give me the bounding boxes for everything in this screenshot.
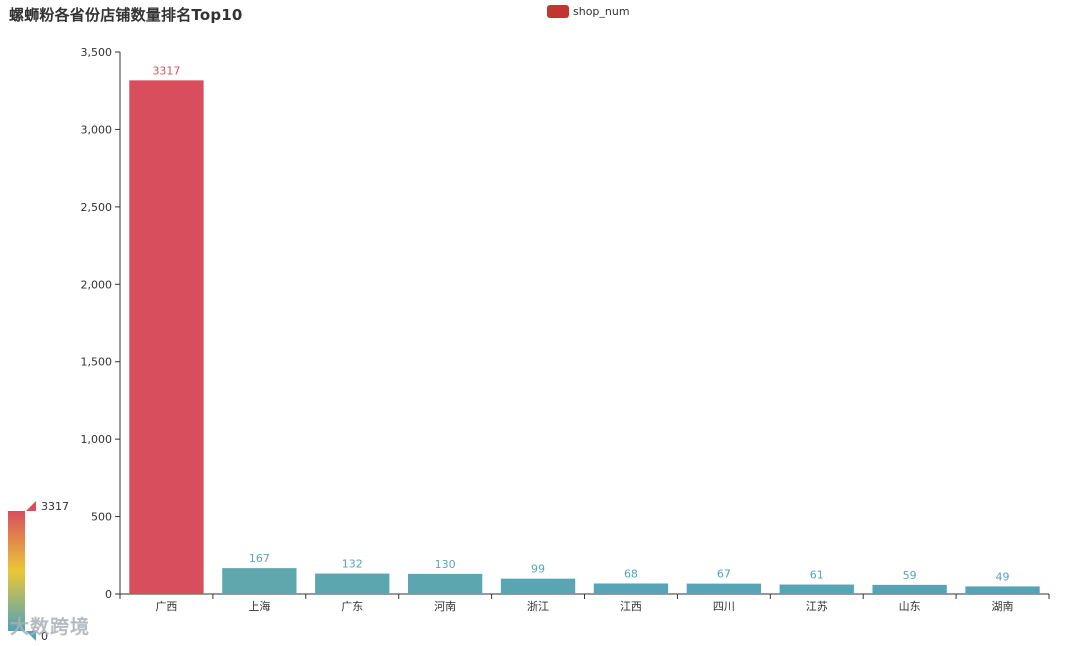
x-tick-label: 河南 bbox=[434, 600, 456, 613]
data-label: 132 bbox=[342, 558, 363, 571]
data-label: 49 bbox=[996, 570, 1010, 583]
data-label: 99 bbox=[531, 563, 545, 576]
bar[interactable] bbox=[129, 80, 204, 594]
bar[interactable] bbox=[872, 584, 947, 594]
x-tick-label: 江苏 bbox=[806, 600, 828, 613]
y-tick-label: 1,500 bbox=[81, 356, 113, 369]
x-tick-label: 山东 bbox=[899, 600, 921, 613]
bar[interactable] bbox=[686, 583, 762, 594]
watermark: 大数跨境 bbox=[10, 616, 91, 638]
visual-map-min-handle[interactable] bbox=[26, 631, 36, 641]
visual-map-max-label: 3317 bbox=[41, 500, 69, 513]
bar[interactable] bbox=[315, 573, 390, 594]
data-label: 167 bbox=[249, 552, 270, 565]
x-tick-label: 广东 bbox=[341, 600, 363, 613]
bar[interactable] bbox=[593, 583, 669, 594]
bars bbox=[129, 80, 1040, 594]
legend[interactable]: shop_num bbox=[547, 5, 630, 18]
y-tick-label: 2,000 bbox=[81, 278, 113, 291]
data-label: 3317 bbox=[152, 64, 180, 77]
x-tick-label: 四川 bbox=[713, 600, 735, 613]
axes: 0 500 1,000 1,500 2,000 2,500 3,000 3,500 广西 上海 广东… bbox=[81, 46, 1050, 613]
bar[interactable] bbox=[965, 586, 1040, 594]
visual-map-max-handle[interactable] bbox=[26, 501, 36, 511]
y-tick-label: 0 bbox=[105, 588, 112, 601]
legend-label: shop_num bbox=[573, 5, 630, 18]
visual-map-min-label: 0 bbox=[41, 630, 48, 643]
x-tick-label: 广西 bbox=[155, 600, 177, 613]
x-tick-label: 江西 bbox=[620, 600, 642, 613]
data-label: 61 bbox=[810, 569, 824, 582]
y-tick-label: 3,500 bbox=[81, 46, 113, 59]
y-tick-label: 3,000 bbox=[81, 123, 113, 136]
bar[interactable] bbox=[779, 584, 854, 594]
data-label: 68 bbox=[624, 567, 638, 580]
visual-map[interactable]: 3317 0 bbox=[8, 500, 69, 643]
data-label: 67 bbox=[717, 568, 731, 581]
data-label: 59 bbox=[903, 569, 917, 582]
x-tick-label: 浙江 bbox=[527, 600, 549, 613]
data-label: 130 bbox=[435, 558, 456, 571]
x-tick-label: 湖南 bbox=[992, 600, 1014, 613]
y-tick-label: 500 bbox=[91, 511, 112, 524]
y-tick-label: 2,500 bbox=[81, 201, 113, 214]
visual-map-bar[interactable] bbox=[8, 511, 25, 631]
bar[interactable] bbox=[222, 568, 297, 594]
bar[interactable] bbox=[407, 573, 483, 594]
chart-title: 螺蛳粉各省份店铺数量排名Top10 bbox=[9, 6, 243, 24]
x-tick-label: 上海 bbox=[248, 599, 270, 613]
legend-swatch bbox=[547, 5, 569, 18]
data-labels: 3317 167 132 130 99 68 67 61 59 49 bbox=[152, 64, 1009, 583]
bar[interactable] bbox=[500, 578, 576, 594]
y-tick-label: 1,000 bbox=[81, 433, 113, 446]
